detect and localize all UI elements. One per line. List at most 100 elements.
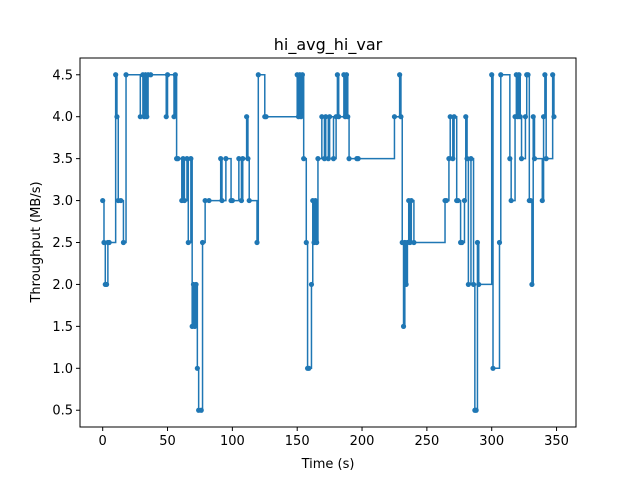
data-point	[254, 239, 260, 246]
data-point	[323, 114, 329, 120]
chart-title: hi_avg_hi_var	[274, 35, 383, 55]
data-point	[336, 114, 342, 120]
data-point	[489, 72, 495, 78]
data-point	[118, 197, 124, 204]
x-tick-label: 0	[99, 434, 107, 449]
data-point	[408, 197, 414, 204]
data-point	[298, 114, 304, 120]
data-point	[181, 197, 187, 204]
data-point	[539, 197, 545, 204]
data-point	[193, 281, 199, 288]
data-point	[468, 156, 474, 162]
data-point	[517, 114, 523, 120]
data-point	[255, 72, 261, 78]
data-point	[172, 72, 178, 78]
y-tick-label: 3.5	[52, 152, 73, 167]
data-point	[473, 407, 479, 413]
data-point	[508, 197, 514, 204]
data-point	[447, 114, 453, 120]
data-point	[202, 197, 208, 204]
data-point	[319, 114, 325, 120]
data-point	[518, 156, 525, 162]
data-point	[490, 365, 496, 371]
data-point	[525, 72, 531, 78]
data-point	[175, 156, 181, 162]
y-tick-label: 4.5	[52, 68, 73, 83]
y-tick-label: 1.5	[52, 320, 73, 335]
data-point	[188, 156, 194, 162]
data-point	[345, 114, 351, 120]
data-point	[407, 239, 413, 246]
data-point	[123, 72, 129, 78]
data-point	[106, 239, 112, 246]
data-point	[540, 114, 547, 120]
data-point	[164, 72, 171, 78]
data-point	[411, 239, 417, 246]
data-point	[301, 156, 307, 162]
data-point	[171, 114, 177, 120]
data-point	[194, 365, 200, 371]
data-point	[180, 156, 186, 162]
data-point	[114, 114, 120, 120]
data-point	[334, 72, 341, 78]
data-point	[530, 114, 536, 120]
data-point	[355, 156, 361, 162]
data-point	[308, 281, 315, 288]
data-point	[450, 156, 456, 162]
y-tick-label: 2.0	[52, 278, 73, 293]
data-point	[148, 72, 154, 78]
data-point	[461, 197, 468, 204]
y-tick-label: 4.0	[52, 110, 73, 125]
data-point	[330, 156, 337, 162]
data-point	[463, 114, 469, 120]
data-point	[223, 156, 229, 162]
data-point	[397, 72, 403, 78]
data-point	[315, 156, 321, 162]
data-point	[144, 114, 150, 120]
data-point	[100, 197, 106, 204]
data-point	[543, 156, 549, 162]
y-axis-label: Throughput (MB/s)	[29, 181, 44, 303]
x-tick-label: 200	[350, 434, 375, 449]
data-point	[198, 407, 204, 413]
data-point	[103, 281, 110, 288]
data-point	[464, 156, 470, 162]
x-tick-label: 150	[285, 434, 310, 449]
data-point	[306, 365, 312, 371]
data-point	[199, 239, 206, 246]
data-point	[516, 72, 522, 78]
data-point	[236, 156, 242, 162]
data-point	[529, 281, 535, 288]
data-point	[244, 114, 250, 120]
data-point	[451, 114, 457, 120]
data-point	[325, 156, 331, 162]
data-point	[398, 114, 404, 120]
y-tick-label: 1.0	[52, 362, 73, 377]
data-point	[299, 72, 305, 78]
data-point	[465, 281, 471, 288]
data-point	[446, 156, 452, 162]
data-point	[218, 156, 224, 162]
y-tick-label: 0.5	[52, 404, 73, 419]
data-point	[400, 323, 407, 329]
data-point	[185, 239, 191, 246]
data-point	[455, 197, 461, 204]
data-point	[550, 72, 556, 78]
data-point	[531, 156, 538, 162]
data-point	[327, 114, 333, 120]
data-point	[246, 197, 252, 204]
x-axis: 0 50 100 150 200 250 300 350	[99, 427, 569, 449]
data-point	[120, 239, 127, 246]
data-point	[238, 197, 245, 204]
plot-area	[79, 57, 577, 428]
data-point	[470, 281, 477, 288]
data-point	[321, 156, 328, 162]
data-point	[522, 114, 529, 120]
data-point	[219, 197, 225, 204]
x-tick-label: 300	[479, 434, 504, 449]
data-point	[507, 156, 513, 162]
data-point	[542, 72, 548, 78]
y-tick-label: 2.5	[52, 236, 73, 251]
y-axis: 0.5 1.0 1.5 2.0 2.5 3.0 3.5 4.0 4.5	[52, 68, 80, 419]
x-tick-label: 250	[414, 434, 439, 449]
